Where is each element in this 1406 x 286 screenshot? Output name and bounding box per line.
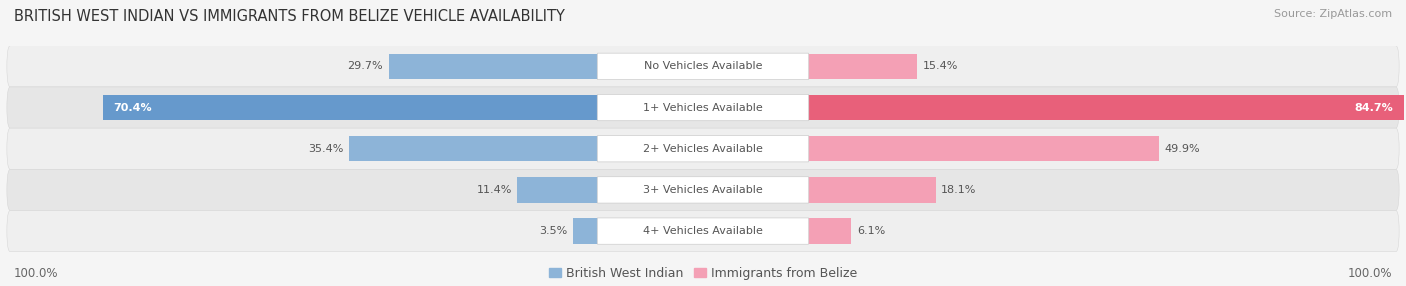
Bar [517, 177, 598, 203]
Text: 2+ Vehicles Available: 2+ Vehicles Available [643, 144, 763, 154]
FancyBboxPatch shape [598, 177, 808, 203]
Text: BRITISH WEST INDIAN VS IMMIGRANTS FROM BELIZE VEHICLE AVAILABILITY: BRITISH WEST INDIAN VS IMMIGRANTS FROM B… [14, 9, 565, 23]
Text: 100.0%: 100.0% [1347, 267, 1392, 280]
FancyBboxPatch shape [598, 136, 808, 162]
Text: 15.4%: 15.4% [922, 61, 957, 71]
Bar [808, 95, 1403, 120]
Bar [808, 53, 917, 79]
Bar [574, 218, 598, 244]
Bar [808, 177, 936, 203]
Bar [808, 218, 852, 244]
FancyBboxPatch shape [598, 94, 808, 121]
Text: 49.9%: 49.9% [1166, 144, 1201, 154]
Text: Source: ZipAtlas.com: Source: ZipAtlas.com [1274, 9, 1392, 19]
Bar [808, 136, 1160, 162]
FancyBboxPatch shape [7, 210, 1399, 252]
Text: 84.7%: 84.7% [1354, 103, 1393, 112]
Text: 3.5%: 3.5% [538, 226, 568, 236]
FancyBboxPatch shape [7, 128, 1399, 169]
FancyBboxPatch shape [598, 218, 808, 244]
FancyBboxPatch shape [598, 53, 808, 80]
Text: 3+ Vehicles Available: 3+ Vehicles Available [643, 185, 763, 195]
Legend: British West Indian, Immigrants from Belize: British West Indian, Immigrants from Bel… [548, 267, 858, 280]
Bar [103, 95, 598, 120]
Text: 11.4%: 11.4% [477, 185, 512, 195]
FancyBboxPatch shape [7, 87, 1399, 128]
Bar [349, 136, 598, 162]
Bar [388, 53, 598, 79]
FancyBboxPatch shape [7, 169, 1399, 210]
Text: 70.4%: 70.4% [112, 103, 152, 112]
FancyBboxPatch shape [7, 46, 1399, 87]
Text: 35.4%: 35.4% [308, 144, 343, 154]
Text: 1+ Vehicles Available: 1+ Vehicles Available [643, 103, 763, 112]
Text: 100.0%: 100.0% [14, 267, 59, 280]
Text: 18.1%: 18.1% [942, 185, 977, 195]
Text: No Vehicles Available: No Vehicles Available [644, 61, 762, 71]
Text: 29.7%: 29.7% [347, 61, 382, 71]
Text: 6.1%: 6.1% [858, 226, 886, 236]
Text: 4+ Vehicles Available: 4+ Vehicles Available [643, 226, 763, 236]
